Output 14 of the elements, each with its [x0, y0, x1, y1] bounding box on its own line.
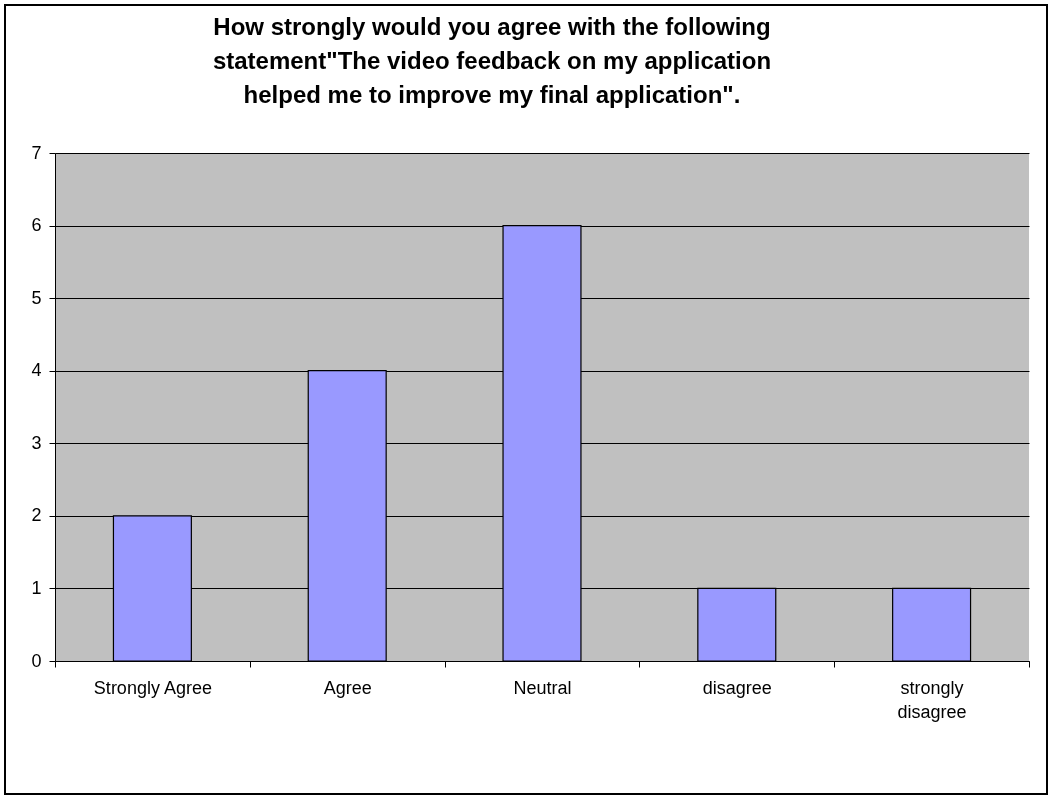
y-tick-label: 7 [31, 142, 42, 163]
x-tick-label: Neutral [513, 677, 572, 698]
chart-title: How strongly would you agree with the following statement"The video feedback on my application helped me to improve my final application". [212, 13, 772, 108]
y-tick-label: 6 [31, 215, 42, 236]
y-tick-label: 5 [31, 287, 42, 308]
y-tick-label: 4 [31, 360, 42, 381]
x-tick-label: Strongly Agree [93, 677, 212, 698]
x-tick-label: disagree [702, 677, 772, 698]
x-tick-label: strongly disagree [897, 677, 967, 722]
x-tick-label: Agree [323, 677, 372, 698]
y-tick-label: 0 [31, 650, 42, 671]
y-tick-label: 3 [31, 432, 42, 453]
y-tick-label: 2 [31, 505, 42, 526]
y-tick-label: 1 [31, 577, 42, 598]
